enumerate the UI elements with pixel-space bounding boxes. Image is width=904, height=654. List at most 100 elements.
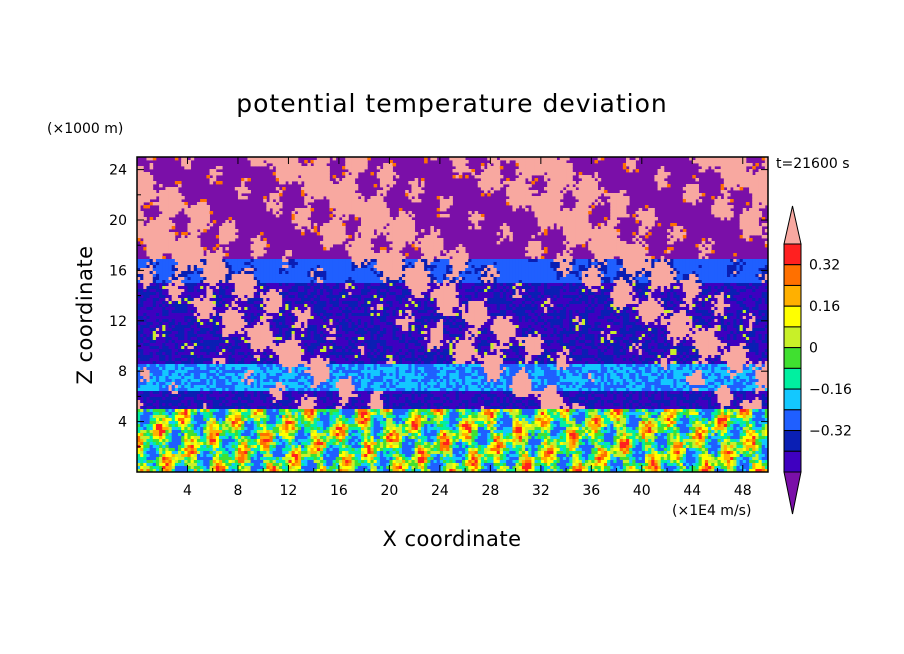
field-cell <box>149 163 154 167</box>
field-cell <box>525 157 529 161</box>
field-cell <box>361 169 365 173</box>
field-cell <box>389 265 393 269</box>
field-cell <box>152 256 157 260</box>
field-cell <box>553 220 558 224</box>
field-cell <box>162 247 166 251</box>
field-cell <box>695 190 699 194</box>
field-cell <box>162 289 166 293</box>
field-cell <box>304 178 308 182</box>
field-cell <box>704 166 709 170</box>
field-cell <box>209 268 214 272</box>
field-cell <box>660 277 665 281</box>
field-cell <box>152 196 157 200</box>
field-cell <box>581 226 586 230</box>
field-cell <box>209 181 214 185</box>
field-cell <box>490 184 494 188</box>
field-cell <box>588 235 592 239</box>
field-cell <box>449 280 453 284</box>
field-cell <box>326 268 330 272</box>
field-cell <box>742 157 747 161</box>
field-cell <box>569 187 573 191</box>
field-cell <box>752 274 756 278</box>
field-cell <box>515 202 520 206</box>
field-cell <box>758 271 763 275</box>
field-cell <box>436 286 441 290</box>
field-cell <box>228 268 233 272</box>
field-cell <box>591 235 595 239</box>
field-cell <box>499 271 504 275</box>
field-cell <box>383 211 387 215</box>
field-cell <box>594 229 599 233</box>
field-cell <box>670 283 674 287</box>
field-cell <box>487 169 491 173</box>
field-cell <box>430 232 434 236</box>
field-cell <box>752 166 756 170</box>
field-cell <box>430 244 434 248</box>
field-cell <box>499 274 504 278</box>
field-cell <box>477 268 482 272</box>
field-cell <box>155 256 160 260</box>
field-cell <box>439 271 444 275</box>
field-cell <box>543 271 548 275</box>
field-cell <box>515 265 520 269</box>
field-cell <box>398 214 403 218</box>
field-cell <box>537 172 542 176</box>
field-cell <box>499 166 504 170</box>
field-cell <box>474 226 479 230</box>
field-cell <box>237 286 242 290</box>
field-cell <box>578 211 583 215</box>
field-cell <box>266 244 270 248</box>
field-cell <box>594 235 599 239</box>
field-cell <box>398 217 403 221</box>
field-cell <box>635 250 640 254</box>
field-cell <box>626 280 630 284</box>
field-cell <box>708 286 712 290</box>
field-cell <box>562 250 567 254</box>
field-cell <box>250 265 255 269</box>
field-cell <box>310 160 315 164</box>
field-cell <box>543 262 548 266</box>
field-cell <box>427 274 431 278</box>
field-cell <box>635 157 640 161</box>
field-cell <box>512 157 516 161</box>
field-cell <box>720 262 725 266</box>
field-cell <box>304 202 308 206</box>
field-cell <box>310 259 315 263</box>
field-cell <box>588 229 592 233</box>
field-cell <box>244 268 248 272</box>
field-cell <box>484 289 488 293</box>
field-cell <box>250 163 255 167</box>
field-cell <box>670 274 674 278</box>
field-cell <box>272 172 277 176</box>
field-cell <box>392 163 397 167</box>
field-cell <box>575 202 580 206</box>
field-cell <box>370 172 375 176</box>
field-cell <box>256 286 261 290</box>
field-cell <box>222 262 226 266</box>
field-cell <box>361 262 365 266</box>
field-cell <box>165 286 169 290</box>
field-cell <box>610 202 614 206</box>
field-cell <box>755 196 759 200</box>
field-cell <box>329 277 333 281</box>
field-cell <box>335 241 340 245</box>
field-cell <box>553 193 558 197</box>
field-cell <box>361 232 365 236</box>
field-cell <box>354 262 359 266</box>
field-cell <box>515 259 520 263</box>
field-cell <box>603 259 608 263</box>
field-cell <box>704 157 709 161</box>
field-cell <box>578 190 583 194</box>
field-cell <box>288 283 292 287</box>
field-cell <box>162 250 166 254</box>
field-cell <box>547 217 551 221</box>
field-cell <box>187 268 192 272</box>
field-cell <box>193 274 198 278</box>
field-cell <box>424 250 428 254</box>
field-cell <box>376 226 381 230</box>
field-cell <box>313 283 318 287</box>
field-cell <box>178 250 182 254</box>
field-cell <box>525 268 529 272</box>
field-cell <box>155 229 160 233</box>
field-cell <box>329 244 333 248</box>
